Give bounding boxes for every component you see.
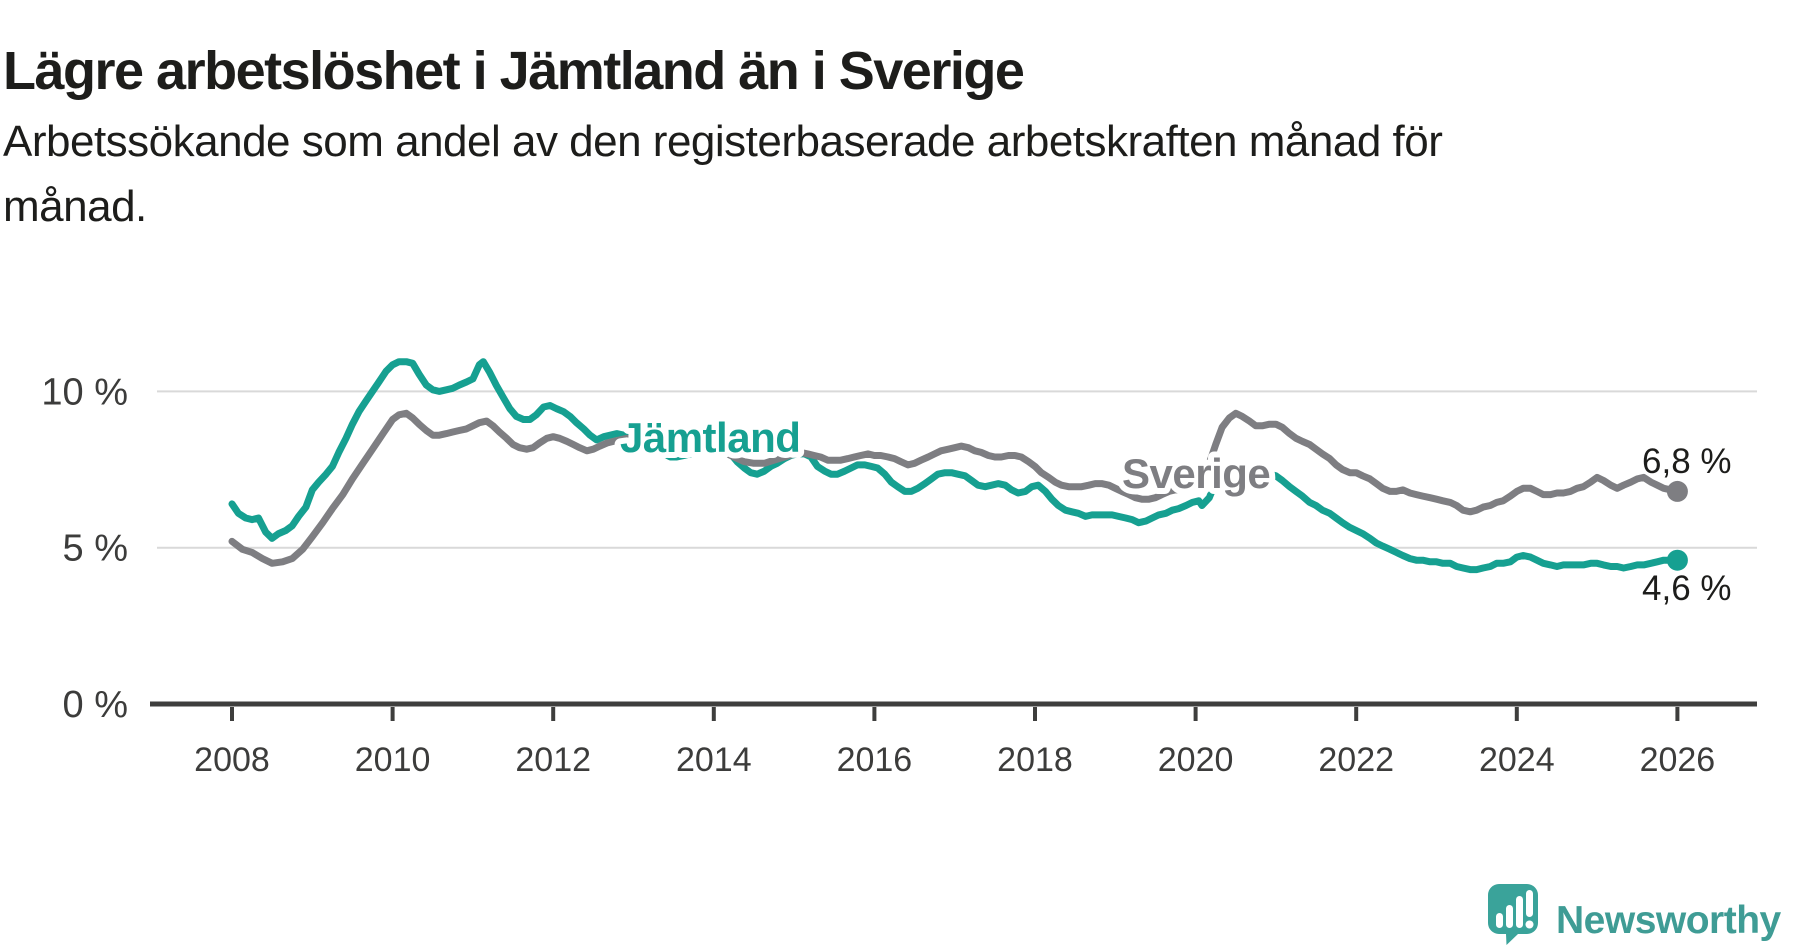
x-tick-label-2020: 2020: [1158, 741, 1234, 779]
jamtland-end-dot: [1666, 549, 1688, 571]
bar-chart-glyph: [1496, 890, 1534, 929]
newsworthy-logo-text: Newsworthy: [1556, 899, 1781, 942]
x-axis: [150, 701, 1757, 721]
sverige-end-dot: [1666, 480, 1688, 502]
x-tick-label-2012: 2012: [515, 741, 591, 779]
x-tick-label-2026: 2026: [1640, 741, 1716, 779]
y-axis-labels: 10 % 5 % 0 %: [41, 371, 128, 726]
newsworthy-logo-icon: [1488, 884, 1538, 945]
page-title: Lägre arbetslöshet i Jämtland än i Sveri…: [3, 41, 1025, 102]
y-tick-label-10: 10 %: [41, 371, 128, 413]
jamtland-series-label: Jämtland: [620, 414, 800, 461]
y-tick-label-5: 5 %: [63, 528, 128, 570]
x-tick-label-2014: 2014: [676, 741, 752, 779]
newsworthy-logo: Newsworthy: [1488, 884, 1800, 946]
sverige-line: [228, 409, 1681, 567]
exclamation-dot: [1525, 920, 1534, 929]
x-tick-label-2018: 2018: [997, 741, 1073, 779]
gridlines: [157, 390, 1757, 549]
x-axis-labels: 2008 2010 2012 2014 2016 2018 2020 2022 2024 2026: [194, 741, 1715, 779]
exclamation-bar: [1526, 890, 1533, 917]
sverige-series-label: Sverige: [1122, 450, 1270, 497]
x-tick-label-2008: 2008: [194, 741, 270, 779]
page-subtitle: Arbetssökande som andel av den registerb…: [3, 117, 1443, 231]
y-tick-label-0: 0 %: [63, 684, 128, 726]
sverige-end-value-label: 6,8 %: [1642, 442, 1732, 481]
jamtland-end-value-label: 4,6 %: [1642, 569, 1732, 608]
x-tick-label-2010: 2010: [355, 741, 431, 779]
x-tick-label-2022: 2022: [1318, 741, 1394, 779]
unemployment-line-chart: 10 %5 %0 % 2008 2010 2012 2014 2016 2018 2020 2…: [41, 358, 1757, 779]
x-tick-label-2024: 2024: [1479, 741, 1555, 779]
x-tick-label-2016: 2016: [837, 741, 913, 779]
jamtland-line: [228, 358, 1681, 574]
